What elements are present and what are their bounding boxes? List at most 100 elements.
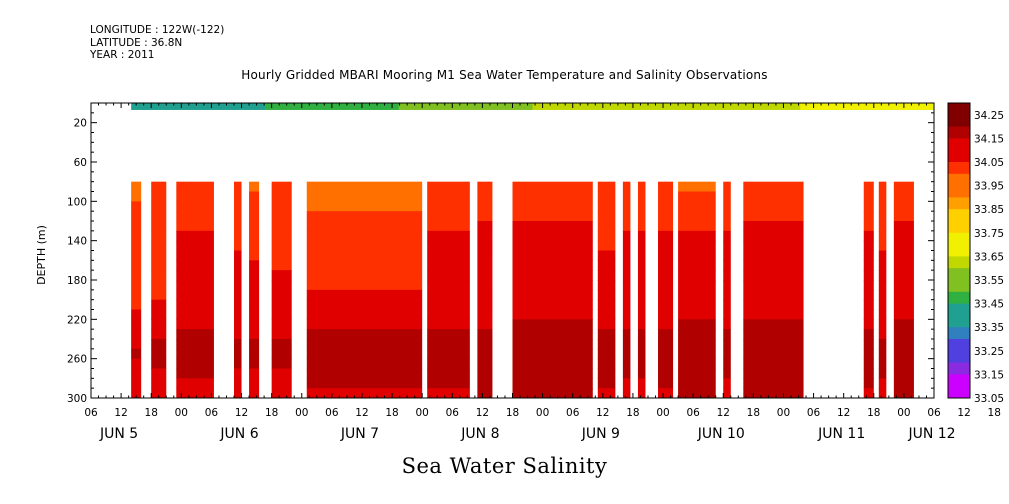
x-date-label: JUN 8 (460, 426, 499, 442)
salinity-cell (234, 230, 242, 242)
salinity-cell (512, 270, 593, 281)
salinity-cell (306, 280, 423, 291)
salinity-cell (249, 260, 260, 271)
salinity-cell (306, 289, 423, 301)
salinity-cell (637, 260, 646, 271)
salinity-cell (512, 319, 593, 330)
salinity-cell (658, 230, 674, 242)
salinity-cell (723, 270, 731, 281)
salinity-cell (622, 221, 631, 232)
salinity-cell (658, 299, 674, 311)
colorbar-swatch (948, 280, 970, 293)
salinity-cell (597, 339, 616, 350)
salinity-cell (622, 299, 631, 311)
y-tick-label: 220 (67, 314, 87, 326)
salinity-cell (878, 329, 887, 340)
salinity-cell (477, 388, 493, 398)
colorbar-swatch (948, 256, 970, 269)
salinity-cell (878, 191, 887, 202)
salinity-cell (131, 388, 142, 398)
salinity-cell (271, 230, 292, 242)
salinity-cell (151, 348, 167, 360)
salinity-cell (743, 329, 804, 340)
salinity-cell (678, 250, 716, 261)
salinity-cell (743, 358, 804, 370)
salinity-cell (306, 368, 423, 379)
salinity-cell (597, 289, 616, 301)
salinity-cell (477, 211, 493, 222)
salinity-cell (743, 250, 804, 261)
salinity-cell (893, 378, 914, 389)
salinity-cell (637, 250, 646, 261)
salinity-cell (271, 368, 292, 379)
salinity-cell (678, 329, 716, 340)
salinity-cell (723, 181, 731, 193)
salinity-cell (131, 280, 142, 291)
salinity-cell (427, 211, 470, 222)
colorbar: 34.25 34.15 34.05 33.95 33.85 33.75 33.65 33.55… (947, 102, 1004, 405)
salinity-cell (893, 289, 914, 301)
salinity-cell (234, 250, 242, 261)
salinity-cell (597, 358, 616, 370)
x-tick-label: 12 (476, 407, 489, 419)
salinity-cell (249, 299, 260, 311)
salinity-cell (477, 339, 493, 350)
surface-band-cell (783, 103, 801, 110)
salinity-cell (427, 319, 470, 330)
x-tick-label: 12 (114, 407, 127, 419)
salinity-cell (131, 309, 142, 320)
salinity-cell (678, 211, 716, 222)
salinity-cell (878, 368, 887, 379)
salinity-cell (723, 230, 731, 242)
x-tick-label: 18 (867, 407, 880, 419)
surface-band-cell (549, 103, 567, 110)
salinity-cell (743, 260, 804, 271)
salinity-cell (597, 240, 616, 252)
salinity-cell (249, 201, 260, 212)
salinity-cell (477, 280, 493, 291)
x-date-label: JUN 7 (340, 426, 379, 442)
salinity-cell (427, 329, 470, 340)
salinity-cell (863, 260, 874, 271)
salinity-cell (234, 388, 242, 398)
salinity-cell (477, 240, 493, 252)
salinity-cell (306, 329, 423, 340)
surface-band-cell (582, 103, 600, 110)
salinity-cell (723, 388, 731, 398)
x-tick-label: 06 (927, 407, 941, 419)
salinity-cell (176, 280, 214, 291)
salinity-cell (622, 368, 631, 379)
salinity-cell (678, 348, 716, 360)
salinity-cell (271, 309, 292, 320)
salinity-cell (743, 230, 804, 242)
salinity-cell (622, 201, 631, 212)
salinity-cell (249, 339, 260, 350)
salinity-cell (893, 280, 914, 291)
salinity-cell (176, 201, 214, 212)
salinity-cell (131, 270, 142, 281)
salinity-cell (658, 181, 674, 193)
salinity-cell (893, 299, 914, 311)
x-tick-label: 06 (325, 407, 339, 419)
x-tick-label: 18 (626, 407, 639, 419)
colorbar-swatch (948, 327, 970, 340)
surface-band-cell (766, 103, 784, 110)
x-tick-label: 06 (566, 407, 580, 419)
salinity-cell (249, 289, 260, 301)
surface-band-cell (264, 103, 283, 110)
salinity-cell (863, 319, 874, 330)
salinity-cell (306, 201, 423, 212)
colorbar-label: 33.55 (974, 275, 1004, 287)
salinity-cell (234, 240, 242, 252)
salinity-cell (743, 309, 804, 320)
salinity-cell (658, 329, 674, 340)
salinity-cell (427, 289, 470, 301)
salinity-cell (427, 181, 470, 193)
colorbar-label: 33.45 (974, 299, 1004, 311)
salinity-cell (176, 211, 214, 222)
salinity-cell (723, 348, 731, 360)
salinity-cell (271, 260, 292, 271)
salinity-cell (477, 270, 493, 281)
salinity-cell (878, 201, 887, 212)
salinity-cell (863, 280, 874, 291)
